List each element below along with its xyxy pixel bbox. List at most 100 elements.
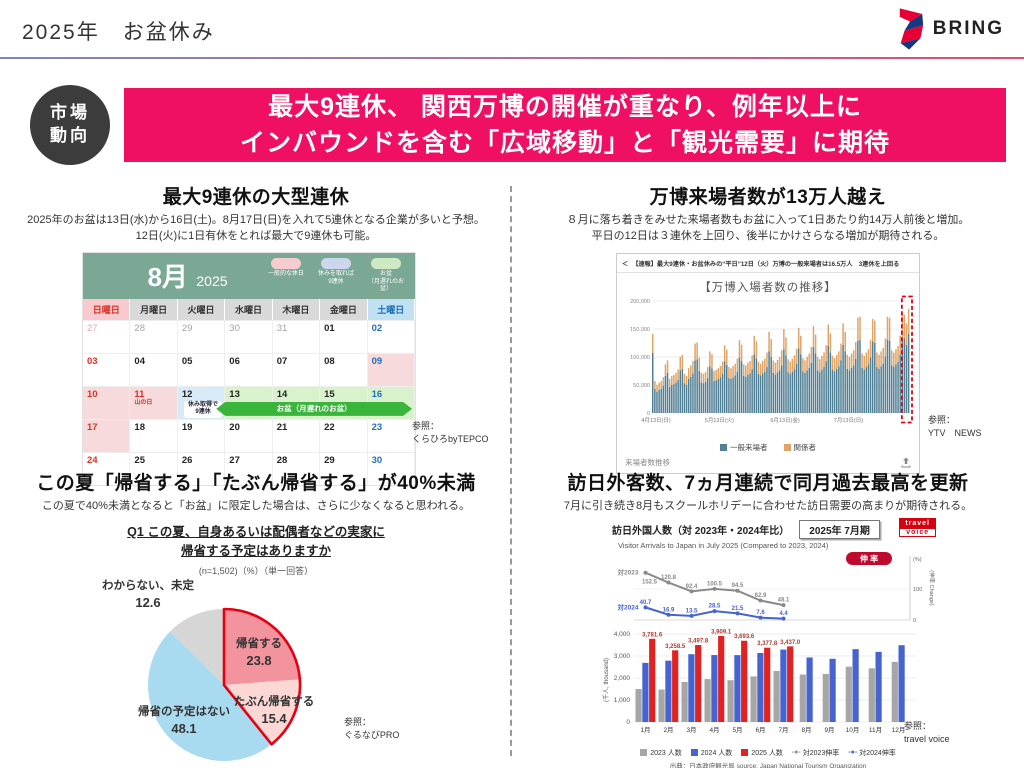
expo-news-card: ＜ 【速報】最大9連休・お盆休みの“平日”12日（火）万博の一般来場者は16.5…	[616, 252, 920, 474]
svg-text:100: 100	[913, 587, 922, 593]
calendar-day: 11 山の日	[130, 386, 178, 419]
svg-text:3,377.8: 3,377.8	[757, 641, 778, 647]
calendar-day: 12 休み取得で 9連休	[177, 386, 226, 419]
svg-text:帰省の予定はない: 帰省の予定はない	[138, 704, 230, 718]
calendar-legend-item: 一般的な休日	[264, 258, 308, 294]
day-header: 金曜日	[320, 298, 368, 320]
calendar-day: 31	[272, 320, 321, 353]
calendar-day: 02	[367, 320, 415, 353]
travel-voice-logo: travel voice	[899, 517, 936, 537]
expo-desc-line1: ８月に落ち着きをみせた来場者数もお盆に入って1日あたり約14万人前後と増加。	[566, 214, 970, 226]
tag-line2: 動向	[50, 126, 90, 145]
calendar-month: 8月 2025	[83, 257, 264, 294]
svg-text:12月: 12月	[892, 726, 906, 734]
svg-text:4,000: 4,000	[614, 631, 631, 638]
svg-text:15.4: 15.4	[261, 711, 287, 726]
headline-banner: 最大9連休、 関西万博の開催が重なり、例年以上に インバウンドを含む「広域移動」…	[124, 88, 1006, 162]
day-header: 水曜日	[225, 298, 273, 320]
legend-item: 2024 人数	[690, 748, 732, 758]
svg-text:8月: 8月	[801, 726, 811, 734]
expo-chart-legend: 一般来場者 関係者	[617, 441, 919, 455]
calendar-legend-item: お盆 （月遅れのお盆）	[364, 258, 408, 294]
calendar-section-title: 最大9連休の大型連休	[162, 187, 350, 208]
calendar-day: 07	[272, 353, 321, 386]
svg-text:23.8: 23.8	[246, 653, 271, 668]
svg-text:(千人, thousand): (千人, thousand)	[602, 658, 610, 702]
expo-desc: ８月に落ち着きをみせた来場者数もお盆に入って1日あたり約14万人前後と増加。 平…	[516, 213, 1020, 245]
bring-ribbon-icon	[899, 8, 923, 50]
svg-text:100,000: 100,000	[630, 355, 650, 361]
legend-item: -●- 対2024伸率	[848, 749, 896, 757]
news-headline: 【速報】最大9連休・お盆休みの“平日”12日（火）万博の一般来場者は16.5万人…	[632, 260, 900, 268]
svg-text:0: 0	[913, 618, 916, 624]
svg-text:5月: 5月	[732, 726, 742, 734]
calendar-desc: 2025年のお盆は13日(水)から16日(土)。8月17日(日)を入れて5連休と…	[4, 213, 508, 245]
calendar-day: 29	[320, 452, 368, 485]
day-header: 土曜日	[367, 298, 415, 320]
expo-footer-note: 来場者数推移	[625, 457, 670, 467]
svg-text:94.5: 94.5	[732, 583, 744, 589]
svg-text:9月: 9月	[824, 726, 834, 734]
brand-name: BRING	[932, 18, 1004, 39]
homecoming-desc: この夏で40%未満となると「お盆」に限定した場合は、さらに少なくなると思われる。	[41, 500, 471, 512]
calendar-day: 30	[367, 452, 415, 485]
svg-text:伸 率: 伸 率	[859, 553, 878, 563]
svg-text:40.7: 40.7	[640, 600, 652, 606]
calendar-desc-line1: 2025年のお盆は13日(水)から16日(土)。8月17日(日)を入れて5連休と…	[27, 214, 485, 226]
august-calendar: 8月 2025 一般的な休日 休みを取れば 9連休 お盆 （月遅れのお盆） 日曜日 月曜日…	[82, 251, 416, 486]
svg-text:150,000: 150,000	[630, 327, 650, 333]
svg-text:2月: 2月	[663, 726, 673, 734]
svg-text:3,909.1: 3,909.1	[711, 629, 732, 635]
chevron-left-icon: ＜	[622, 260, 629, 268]
calendar-legend: 一般的な休日 休みを取れば 9連休 お盆 （月遅れのお盆）	[264, 258, 415, 294]
svg-text:1,000: 1,000	[614, 697, 631, 704]
expo-desc-line2: 平日の12日は３連休を上回り、後半にかけさらなる増加が期待される。	[591, 229, 945, 242]
svg-text:10月: 10月	[846, 726, 860, 734]
calendar-day: 05	[177, 353, 226, 386]
visitors-chart-title-row: 訪日外国人数（対 2023年・2024年比） 2025年 7月期	[600, 519, 936, 539]
svg-text:7月: 7月	[778, 726, 788, 734]
svg-text:48.1: 48.1	[171, 721, 196, 736]
source-ref-homecoming: 参照： ぐるなびPRO	[344, 717, 400, 740]
market-trend-tag: 市場 動向	[30, 85, 110, 165]
svg-text:21.5: 21.5	[732, 606, 744, 612]
calendar-day: 06	[225, 353, 273, 386]
svg-text:(%): (%)	[913, 557, 922, 563]
svg-text:100.5: 100.5	[707, 581, 723, 587]
svg-text:3,693.6: 3,693.6	[734, 634, 755, 640]
news-card-header: ＜ 【速報】最大9連休・お盆休みの“平日”12日（火）万博の一般来場者は16.5…	[617, 254, 919, 273]
svg-text:92.4: 92.4	[686, 584, 698, 590]
calendar-day: 08	[320, 353, 368, 386]
svg-text:3,497.8: 3,497.8	[688, 638, 709, 644]
visitors-chart-subtitle: Visitor Arrivals to Japan in July 2025 (…	[618, 540, 829, 550]
calendar-day: 01	[320, 320, 368, 353]
svg-text:13.5: 13.5	[686, 608, 698, 614]
svg-text:対2024: 対2024	[617, 602, 639, 611]
visitors-desc: 7月に引き続き8月もスクールホリデーに合わせた訪日需要の高まりが期待される。	[563, 500, 973, 512]
headline-line1: 最大9連休、 関西万博の開催が重なり、例年以上に	[268, 92, 862, 121]
legend-item: 関係者	[783, 442, 816, 453]
calendar-day: 28	[130, 320, 178, 353]
calendar-desc-line2: 12日(火)に1日有休をとれば最大で9連休も可能。	[135, 229, 377, 242]
source-ref-expo: 参照： YTV NEWS	[928, 415, 982, 438]
svg-text:帰省する: 帰省する	[236, 636, 282, 650]
month-label: 8月	[147, 262, 188, 293]
homecoming-section-title: この夏「帰省する」「たぶん帰省する」が40%未満	[36, 473, 476, 494]
svg-text:12.6: 12.6	[135, 595, 160, 610]
news-card-footer: 来場者数推移	[617, 455, 919, 473]
visitors-chart-card: 訪日外国人数（対 2023年・2024年比） 2025年 7月期 travel …	[600, 517, 936, 768]
calendar-header: 8月 2025 一般的な休日 休みを取れば 9連休 お盆 （月遅れのお盆）	[83, 252, 415, 299]
calendar-day: 20	[225, 419, 273, 452]
section-calendar: 最大9連休の大型連休 2025年のお盆は13日(水)から16日(土)。8月17日…	[4, 182, 508, 486]
headline-line2: インバウンドを含む「広域移動」と「観光需要」に期待	[239, 129, 890, 157]
svg-text:わからない、未定: わからない、未定	[102, 578, 194, 592]
calendar-day: 26	[177, 452, 226, 485]
calendar-day: 17	[83, 419, 131, 452]
visitors-chart-title: 訪日外国人数（対 2023年・2024年比）	[612, 525, 790, 537]
calendar-grid: 27 28 29 30 31 01 02 03 04 05 06 07 08 09 10 11 山の日 12 休み取…	[83, 319, 415, 485]
svg-text:120.8: 120.8	[661, 575, 677, 581]
svg-text:3,437.0: 3,437.0	[780, 640, 801, 646]
source-ref-visitors: 参照： travel voice	[904, 721, 950, 744]
